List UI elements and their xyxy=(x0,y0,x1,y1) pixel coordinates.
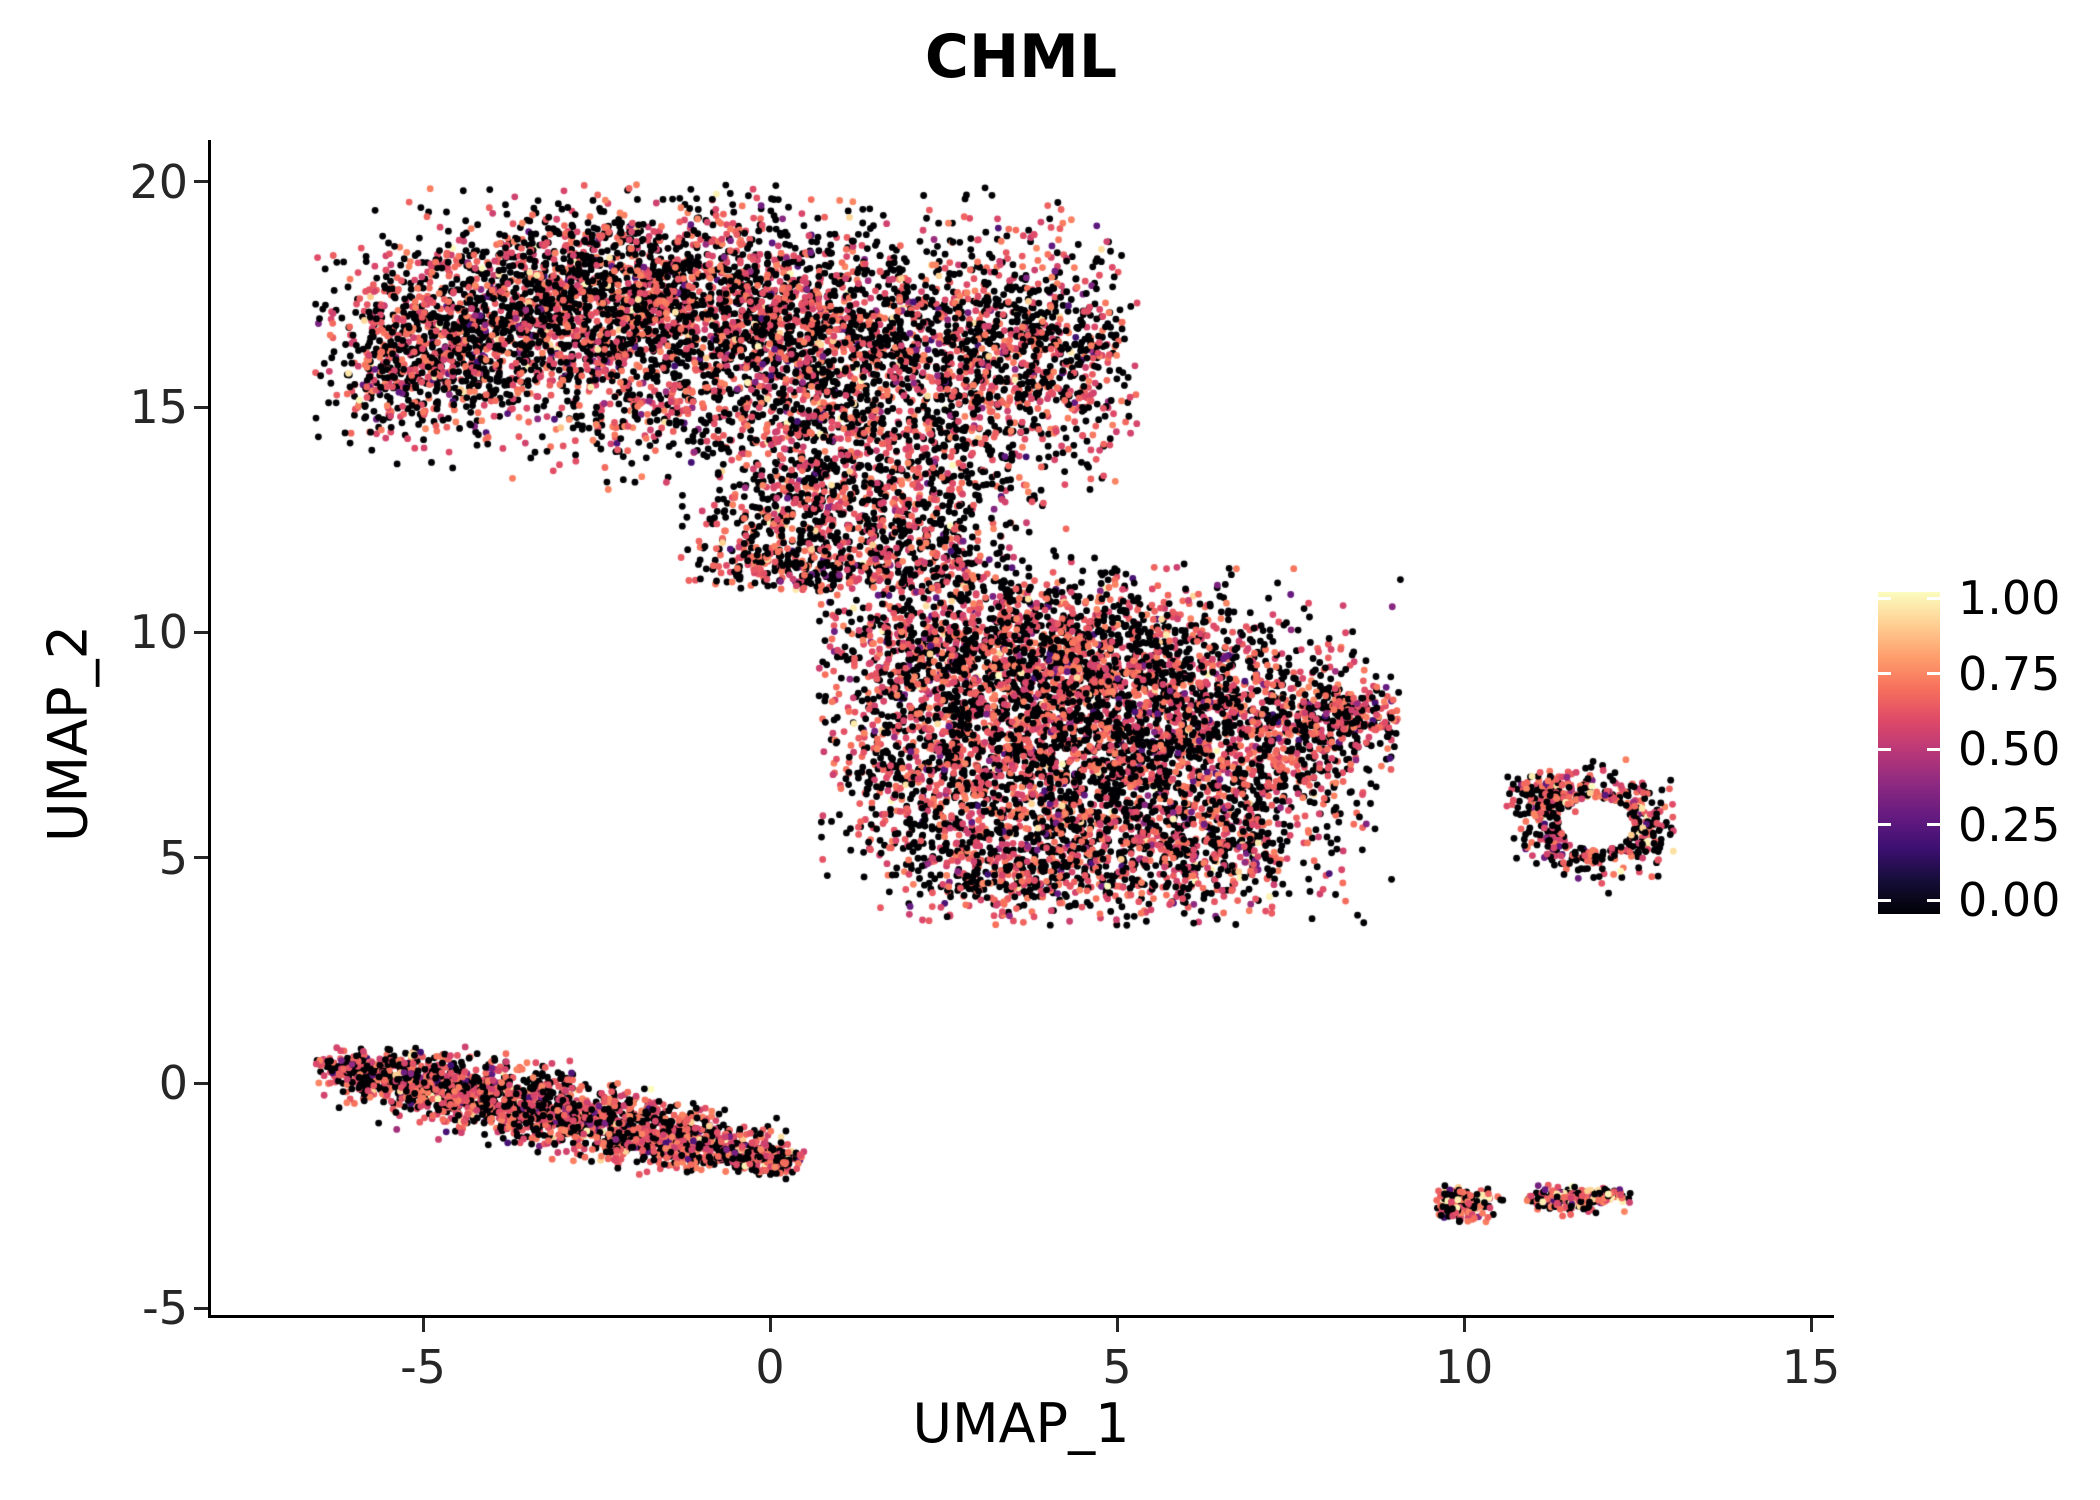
colorbar-tick-mark xyxy=(1878,747,1891,751)
x-tick-mark xyxy=(1462,1318,1466,1332)
y-tick-mark xyxy=(194,1081,208,1085)
y-tick-label: 20 xyxy=(129,154,188,209)
colorbar-tick-mark xyxy=(1927,747,1940,751)
colorbar-tick-mark xyxy=(1878,823,1891,826)
y-tick-label: 0 xyxy=(158,1056,188,1110)
colorbar-tick-label: 0.25 xyxy=(1958,797,2061,852)
colorbar-tick-mark xyxy=(1927,823,1940,826)
colorbar-tick-label: 0.50 xyxy=(1958,722,2061,776)
colorbar-tick-label: 0.75 xyxy=(1958,646,2061,701)
x-tick-label: 5 xyxy=(1102,1340,1132,1394)
y-tick-label: -5 xyxy=(142,1281,188,1336)
colorbar-tick-mark xyxy=(1927,672,1940,675)
x-tick-mark xyxy=(768,1318,772,1332)
y-tick-label: 10 xyxy=(129,605,188,660)
y-tick-mark xyxy=(194,856,208,860)
y-tick-label: 15 xyxy=(129,380,188,435)
y-tick-label: 5 xyxy=(158,830,188,885)
colorbar-gradient xyxy=(1878,592,1940,914)
colorbar-tick-mark xyxy=(1927,596,1940,600)
colorbar-tick-mark xyxy=(1878,672,1891,675)
y-tick-mark xyxy=(194,630,208,634)
x-tick-label: 0 xyxy=(755,1340,785,1394)
y-tick-mark xyxy=(194,405,208,409)
x-tick-mark xyxy=(1809,1318,1813,1332)
x-tick-label: -5 xyxy=(400,1340,446,1394)
colorbar-tick-mark xyxy=(1927,898,1940,902)
colorbar-tick-mark xyxy=(1878,596,1891,600)
y-tick-mark xyxy=(194,1306,208,1310)
y-axis-label: UMAP_2 xyxy=(36,625,100,842)
y-axis-line xyxy=(208,140,211,1318)
plot-title: CHML xyxy=(924,22,1118,92)
x-axis-label: UMAP_1 xyxy=(912,1392,1130,1455)
x-tick-label: 15 xyxy=(1781,1340,1841,1394)
colorbar-tick-label: 0.00 xyxy=(1958,873,2061,927)
x-tick-label: 10 xyxy=(1434,1340,1494,1394)
colorbar-tick-label: 1.00 xyxy=(1958,571,2061,625)
y-tick-mark xyxy=(194,180,208,184)
colorbar-tick-mark xyxy=(1878,898,1891,902)
x-axis-line xyxy=(208,1315,1834,1318)
x-tick-mark xyxy=(1115,1318,1119,1332)
x-tick-mark xyxy=(421,1318,425,1332)
